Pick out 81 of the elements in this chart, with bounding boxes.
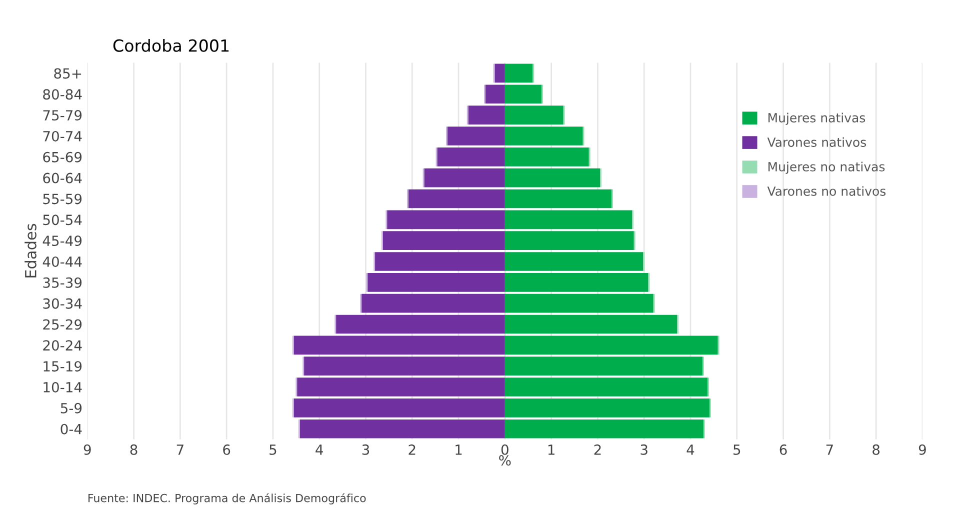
bar xyxy=(504,147,589,166)
bar xyxy=(504,314,678,334)
x-tick-label: 2 xyxy=(594,444,601,455)
bar xyxy=(297,378,505,396)
x-tick-label: 8 xyxy=(130,444,138,455)
bar xyxy=(468,106,505,124)
x-tick-label: 4 xyxy=(316,444,323,455)
x-tick-label: 7 xyxy=(826,444,833,455)
bar xyxy=(504,231,634,250)
bar xyxy=(504,294,654,313)
bar xyxy=(336,314,505,334)
bar xyxy=(424,168,505,188)
bar xyxy=(504,356,703,376)
bar xyxy=(504,126,583,146)
bar xyxy=(300,419,505,438)
y-tick-label: 70-74 xyxy=(43,130,82,142)
bar xyxy=(504,252,644,271)
bar xyxy=(504,336,718,355)
bar xyxy=(504,189,612,208)
bar xyxy=(504,378,708,396)
x-axis-title: % xyxy=(499,455,511,466)
bar xyxy=(504,168,600,188)
bar xyxy=(408,189,505,208)
x-tick-label: 3 xyxy=(362,444,370,455)
y-tick-label: 35-39 xyxy=(43,277,82,288)
y-tick-label: 60-64 xyxy=(43,172,82,184)
bar xyxy=(504,64,533,83)
y-tick-label: 15-19 xyxy=(44,361,82,372)
bar xyxy=(304,356,505,376)
legend-label: Varones no nativos xyxy=(767,186,886,196)
y-tick-label: 10-14 xyxy=(44,382,82,392)
y-tick-label: 0-4 xyxy=(60,424,82,434)
x-tick-label: 2 xyxy=(408,444,416,455)
x-tick-label: 4 xyxy=(686,444,694,455)
x-tick-label: 6 xyxy=(780,444,787,455)
y-tick-label: 50-54 xyxy=(43,214,82,226)
x-tick-label: 9 xyxy=(918,444,926,455)
legend-label: Varones nativos xyxy=(767,137,866,147)
y-tick-label: 65-69 xyxy=(43,152,82,162)
x-tick-label: 8 xyxy=(872,444,880,455)
y-tick-label: 5-9 xyxy=(60,402,82,414)
x-tick-label: 9 xyxy=(84,444,91,455)
y-tick-label: 20-24 xyxy=(43,340,82,351)
y-axis-title: Edades xyxy=(24,224,36,278)
bar xyxy=(485,84,505,104)
source-note: Fuente: INDEC. Programa de Análisis Demográfico xyxy=(88,493,366,504)
bar xyxy=(387,210,505,230)
x-tick-label: 7 xyxy=(176,444,184,455)
x-tick-label: 5 xyxy=(734,444,740,455)
x-tick-label: 1 xyxy=(548,444,554,455)
bar xyxy=(447,126,505,146)
x-tick-label: 1 xyxy=(456,444,462,455)
bar xyxy=(375,252,505,271)
y-tick-label: 40-44 xyxy=(42,256,82,267)
bar xyxy=(382,231,505,250)
bar xyxy=(504,398,710,418)
bar xyxy=(362,294,505,313)
y-tick-label: 80-84 xyxy=(43,89,82,100)
y-tick-label: 45-49 xyxy=(42,236,82,246)
y-tick-label: 75-79 xyxy=(43,110,82,121)
bar xyxy=(504,419,704,438)
y-tick-label: 30-34 xyxy=(43,298,82,309)
chart-title: Cordoba 2001 xyxy=(113,38,229,52)
bar xyxy=(294,336,505,355)
legend-label: Mujeres nativas xyxy=(768,112,866,125)
bar xyxy=(504,84,542,104)
x-tick-label: 6 xyxy=(223,444,230,455)
y-tick-label: 55-59 xyxy=(43,194,82,204)
legend-label: Mujeres no nativas xyxy=(768,162,885,174)
x-tick-label: 5 xyxy=(270,444,276,455)
bar xyxy=(504,273,648,292)
bar xyxy=(494,64,505,83)
y-tick-label: 25-29 xyxy=(43,319,82,330)
bar xyxy=(437,147,505,166)
bar xyxy=(368,273,505,292)
bar xyxy=(294,398,505,418)
x-tick-label: 0 xyxy=(501,444,508,455)
x-tick-label: 3 xyxy=(640,444,648,455)
y-tick-label: 85+ xyxy=(54,68,82,79)
bar xyxy=(504,210,632,230)
bar xyxy=(504,106,564,124)
